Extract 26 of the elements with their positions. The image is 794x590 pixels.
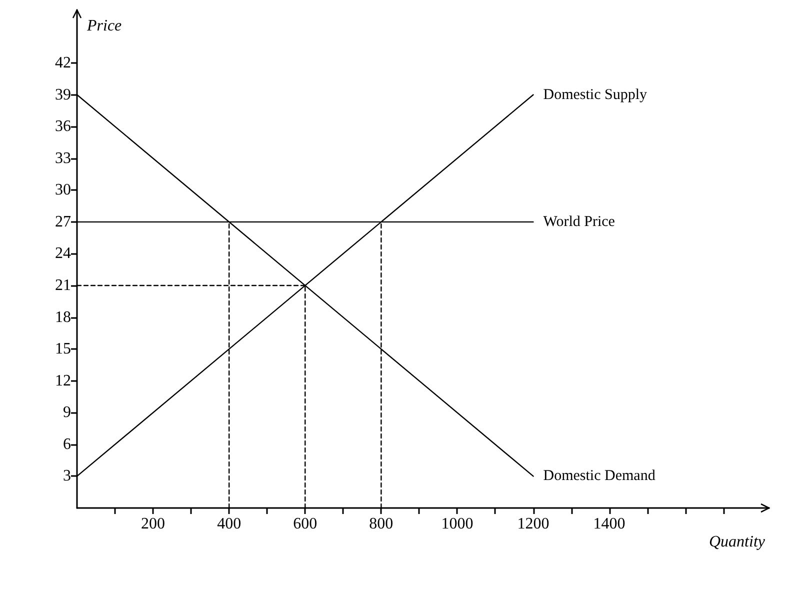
x-axis-title: Quantity [709, 534, 766, 550]
y-tick-label: 15 [55, 340, 71, 358]
y-tick-label: 33 [55, 150, 71, 167]
y-tick-label: 30 [55, 182, 71, 199]
x-tick-label: 1200 [517, 516, 550, 532]
y-tick-label: 24 [55, 245, 71, 262]
x-tick-label: 800 [369, 516, 394, 532]
x-tick-label: 1000 [441, 516, 474, 532]
y-tick-label: 42 [55, 54, 71, 72]
x-tick-label: 400 [217, 516, 242, 532]
y-tick-label: 36 [55, 118, 71, 136]
series-label: World Price [543, 214, 616, 230]
y-tick-label: 3 [63, 468, 71, 485]
y-tick-label: 6 [63, 436, 71, 453]
y-tick-label: 21 [55, 276, 71, 294]
y-tick-label: 27 [55, 213, 71, 230]
y-axis-title: Price [86, 18, 122, 34]
y-tick-label: 18 [55, 308, 71, 326]
x-tick-label: 1400 [593, 516, 626, 532]
x-tick-label: 200 [141, 516, 166, 532]
y-tick-label: 12 [55, 372, 71, 390]
y-tick-label: 39 [55, 86, 71, 104]
series-label: Domestic Demand [543, 468, 656, 484]
series-label: Domestic Supply [543, 86, 648, 103]
y-tick-label: 9 [63, 404, 71, 422]
x-tick-label: 600 [293, 516, 318, 532]
